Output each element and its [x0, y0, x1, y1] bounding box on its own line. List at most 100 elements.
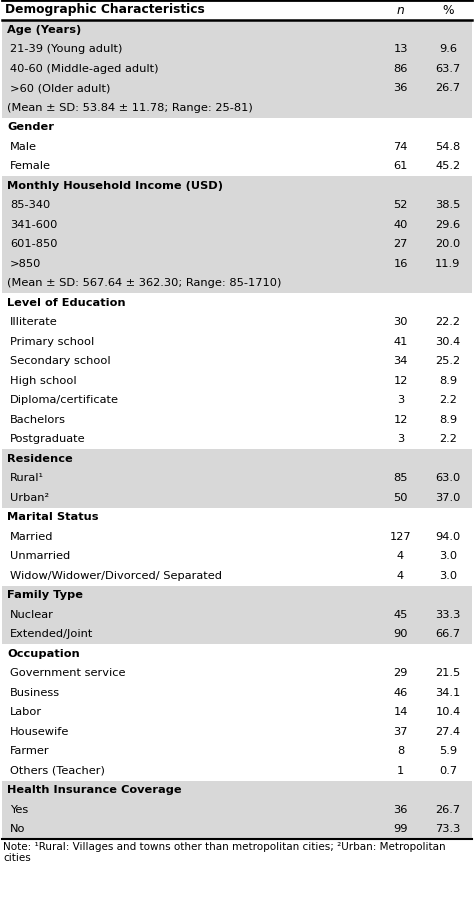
Text: 13: 13 — [393, 44, 408, 54]
Bar — [2, 410, 472, 430]
Text: 4: 4 — [397, 551, 404, 561]
Bar — [2, 722, 472, 741]
Text: Age (Years): Age (Years) — [7, 25, 81, 35]
Bar — [2, 156, 472, 176]
Bar — [2, 332, 472, 352]
Text: 45.2: 45.2 — [435, 161, 461, 171]
Text: 3.0: 3.0 — [439, 570, 457, 580]
Text: 66.7: 66.7 — [435, 629, 461, 639]
Text: Government service: Government service — [10, 668, 126, 678]
Text: Unmarried: Unmarried — [10, 551, 70, 561]
Bar — [2, 683, 472, 703]
Bar — [2, 547, 472, 566]
Text: 27: 27 — [393, 239, 408, 250]
Bar — [2, 273, 472, 293]
Text: 341-600: 341-600 — [10, 219, 57, 229]
Text: n: n — [397, 4, 404, 16]
Text: Note: ¹Rural: Villages and towns other than metropolitan cities; ²Urban: Metropo: Note: ¹Rural: Villages and towns other t… — [3, 842, 446, 852]
Text: Illiterate: Illiterate — [10, 317, 58, 327]
Bar — [2, 469, 472, 488]
Text: 30.4: 30.4 — [435, 336, 461, 346]
Bar — [2, 176, 472, 196]
Text: 2.2: 2.2 — [439, 434, 457, 444]
Text: 11.9: 11.9 — [435, 259, 461, 269]
Text: 46: 46 — [393, 687, 408, 697]
Text: Yes: Yes — [10, 804, 28, 814]
Text: 37: 37 — [393, 727, 408, 737]
Text: Residence: Residence — [7, 453, 73, 463]
Text: 16: 16 — [393, 259, 408, 269]
Bar — [2, 527, 472, 547]
Text: (Mean ± SD: 53.84 ± 11.78; Range: 25-81): (Mean ± SD: 53.84 ± 11.78; Range: 25-81) — [7, 102, 253, 112]
Bar — [2, 449, 472, 469]
Text: 601-850: 601-850 — [10, 239, 57, 250]
Text: Occupation: Occupation — [7, 649, 80, 659]
Text: 38.5: 38.5 — [435, 200, 461, 210]
Text: >60 (Older adult): >60 (Older adult) — [10, 83, 110, 93]
Bar — [2, 507, 472, 527]
Text: 30: 30 — [393, 317, 408, 327]
Bar — [2, 703, 472, 722]
Text: 73.3: 73.3 — [435, 824, 461, 834]
Text: 12: 12 — [393, 415, 408, 425]
Text: Rural¹: Rural¹ — [10, 473, 44, 484]
Bar — [2, 20, 472, 39]
Text: >850: >850 — [10, 259, 41, 269]
Text: 85: 85 — [393, 473, 408, 484]
Bar — [2, 664, 472, 683]
Text: 20.0: 20.0 — [435, 239, 461, 250]
Bar — [2, 390, 472, 410]
Bar — [2, 488, 472, 507]
Text: Farmer: Farmer — [10, 746, 50, 756]
Bar — [2, 371, 472, 390]
Text: 36: 36 — [393, 83, 408, 93]
Text: 27.4: 27.4 — [435, 727, 461, 737]
Text: 3.0: 3.0 — [439, 551, 457, 561]
Text: 5.9: 5.9 — [439, 746, 457, 756]
Text: 2.2: 2.2 — [439, 395, 457, 405]
Bar — [2, 196, 472, 215]
Text: 90: 90 — [393, 629, 408, 639]
Bar — [2, 430, 472, 449]
Bar — [2, 98, 472, 118]
Bar — [2, 741, 472, 761]
Text: Health Insurance Coverage: Health Insurance Coverage — [7, 785, 182, 795]
Text: Family Type: Family Type — [7, 590, 83, 600]
Text: 61: 61 — [393, 161, 408, 171]
Bar — [2, 624, 472, 644]
Bar — [2, 118, 472, 137]
Text: 12: 12 — [393, 376, 408, 386]
Text: 52: 52 — [393, 200, 408, 210]
Text: 33.3: 33.3 — [435, 610, 461, 620]
Bar — [2, 235, 472, 254]
Text: Labor: Labor — [10, 707, 42, 717]
Text: 37.0: 37.0 — [435, 493, 461, 503]
Text: 21.5: 21.5 — [435, 668, 461, 678]
Text: 4: 4 — [397, 570, 404, 580]
Text: 8: 8 — [397, 746, 404, 756]
Bar — [2, 137, 472, 156]
Bar — [2, 79, 472, 98]
Text: 34: 34 — [393, 356, 408, 367]
Text: Business: Business — [10, 687, 60, 697]
Text: Primary school: Primary school — [10, 336, 94, 346]
Bar — [2, 566, 472, 586]
Bar — [2, 39, 472, 59]
Text: Level of Education: Level of Education — [7, 298, 126, 308]
Text: Gender: Gender — [7, 122, 54, 133]
Text: 127: 127 — [390, 532, 411, 542]
Text: (Mean ± SD: 567.64 ± 362.30; Range: 85-1710): (Mean ± SD: 567.64 ± 362.30; Range: 85-1… — [7, 278, 282, 288]
Text: Nuclear: Nuclear — [10, 610, 54, 620]
Bar — [2, 800, 472, 820]
Text: 26.7: 26.7 — [435, 804, 461, 814]
Text: Postgraduate: Postgraduate — [10, 434, 86, 444]
Text: No: No — [10, 824, 26, 834]
Text: 63.0: 63.0 — [435, 473, 461, 484]
Bar — [2, 820, 472, 839]
Bar — [2, 0, 472, 20]
Text: 54.8: 54.8 — [435, 142, 461, 152]
Text: Married: Married — [10, 532, 54, 542]
Text: 85-340: 85-340 — [10, 200, 50, 210]
Text: Marital Status: Marital Status — [7, 512, 99, 522]
Text: cities: cities — [3, 853, 31, 863]
